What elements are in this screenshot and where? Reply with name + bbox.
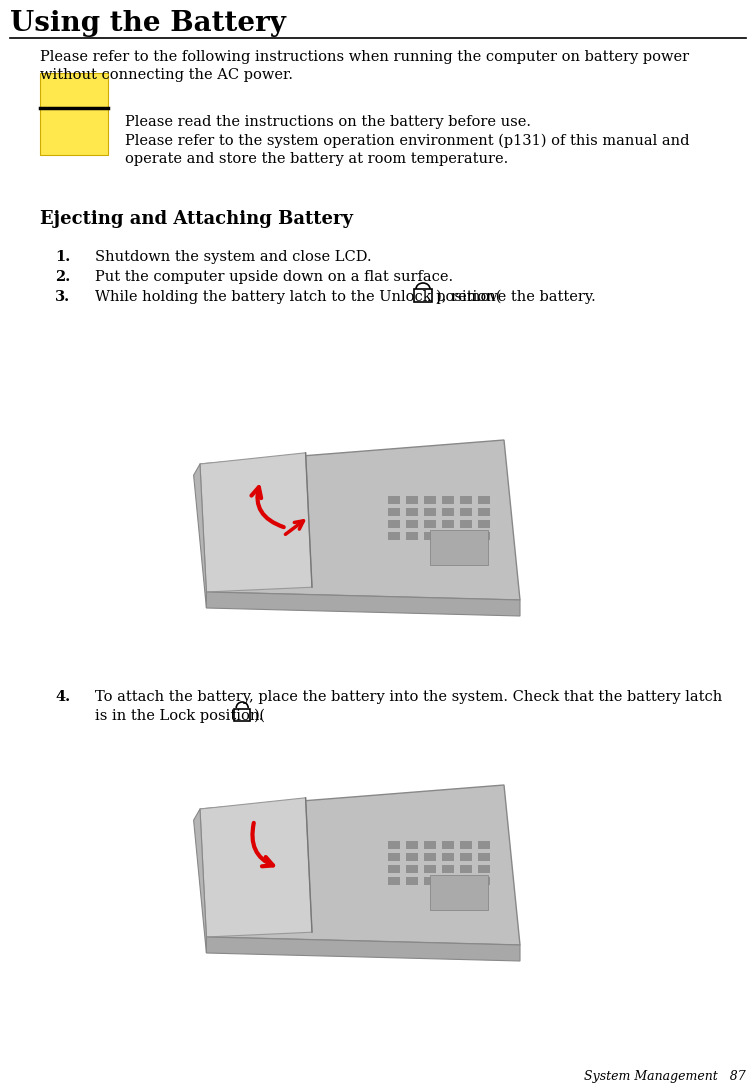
FancyBboxPatch shape [388, 508, 400, 516]
FancyBboxPatch shape [388, 520, 400, 528]
FancyBboxPatch shape [442, 877, 454, 885]
FancyBboxPatch shape [406, 853, 418, 861]
FancyBboxPatch shape [430, 874, 488, 910]
Text: System Management   87: System Management 87 [584, 1070, 746, 1083]
Text: 4.: 4. [55, 690, 70, 704]
FancyBboxPatch shape [460, 877, 472, 885]
FancyBboxPatch shape [424, 496, 436, 504]
Text: is in the Lock position(: is in the Lock position( [95, 708, 265, 724]
FancyBboxPatch shape [406, 532, 418, 540]
Text: Using the Battery: Using the Battery [10, 10, 286, 37]
FancyBboxPatch shape [424, 865, 436, 873]
FancyBboxPatch shape [478, 865, 490, 873]
FancyBboxPatch shape [406, 865, 418, 873]
FancyBboxPatch shape [478, 520, 490, 528]
FancyBboxPatch shape [442, 520, 454, 528]
FancyBboxPatch shape [460, 496, 472, 504]
Text: While holding the battery latch to the Unlock position(: While holding the battery latch to the U… [95, 290, 501, 304]
FancyBboxPatch shape [406, 520, 418, 528]
FancyBboxPatch shape [478, 508, 490, 516]
Text: 1.: 1. [55, 250, 70, 264]
Polygon shape [200, 452, 312, 592]
FancyBboxPatch shape [424, 877, 436, 885]
Polygon shape [194, 464, 206, 608]
Text: Please refer to the following instructions when running the computer on battery : Please refer to the following instructio… [40, 50, 689, 64]
FancyBboxPatch shape [442, 496, 454, 504]
Text: operate and store the battery at room temperature.: operate and store the battery at room te… [125, 152, 508, 166]
FancyBboxPatch shape [442, 508, 454, 516]
FancyBboxPatch shape [424, 508, 436, 516]
FancyBboxPatch shape [406, 877, 418, 885]
Text: Put the computer upside down on a flat surface.: Put the computer upside down on a flat s… [95, 270, 453, 284]
Polygon shape [194, 809, 206, 953]
FancyBboxPatch shape [388, 532, 400, 540]
Text: ), remove the battery.: ), remove the battery. [436, 290, 596, 304]
FancyBboxPatch shape [388, 877, 400, 885]
Polygon shape [200, 440, 520, 600]
FancyBboxPatch shape [424, 853, 436, 861]
FancyBboxPatch shape [40, 73, 108, 155]
Polygon shape [206, 937, 520, 961]
FancyBboxPatch shape [388, 841, 400, 849]
FancyBboxPatch shape [406, 496, 418, 504]
FancyBboxPatch shape [442, 865, 454, 873]
FancyBboxPatch shape [442, 841, 454, 849]
FancyBboxPatch shape [460, 853, 472, 861]
Text: 3.: 3. [55, 290, 70, 304]
FancyBboxPatch shape [388, 496, 400, 504]
Text: without connecting the AC power.: without connecting the AC power. [40, 68, 293, 82]
Text: To attach the battery, place the battery into the system. Check that the battery: To attach the battery, place the battery… [95, 690, 722, 704]
FancyBboxPatch shape [406, 841, 418, 849]
Polygon shape [200, 785, 520, 945]
Text: Please refer to the system operation environment (p131) of this manual and: Please refer to the system operation env… [125, 134, 689, 148]
FancyBboxPatch shape [388, 865, 400, 873]
Polygon shape [206, 592, 520, 616]
FancyBboxPatch shape [478, 853, 490, 861]
FancyBboxPatch shape [478, 496, 490, 504]
FancyBboxPatch shape [430, 530, 488, 565]
FancyBboxPatch shape [460, 508, 472, 516]
FancyBboxPatch shape [388, 853, 400, 861]
FancyBboxPatch shape [478, 841, 490, 849]
FancyBboxPatch shape [442, 532, 454, 540]
FancyBboxPatch shape [406, 508, 418, 516]
FancyBboxPatch shape [424, 841, 436, 849]
FancyBboxPatch shape [460, 520, 472, 528]
FancyBboxPatch shape [478, 877, 490, 885]
Text: Please read the instructions on the battery before use.: Please read the instructions on the batt… [125, 116, 531, 129]
FancyBboxPatch shape [424, 520, 436, 528]
Text: ).: ). [254, 708, 265, 723]
Text: Ejecting and Attaching Battery: Ejecting and Attaching Battery [40, 210, 353, 228]
Text: 2.: 2. [55, 270, 70, 284]
FancyBboxPatch shape [478, 532, 490, 540]
Text: Shutdown the system and close LCD.: Shutdown the system and close LCD. [95, 250, 372, 264]
FancyBboxPatch shape [424, 532, 436, 540]
FancyBboxPatch shape [442, 853, 454, 861]
FancyBboxPatch shape [460, 841, 472, 849]
FancyBboxPatch shape [460, 532, 472, 540]
FancyBboxPatch shape [460, 865, 472, 873]
Polygon shape [200, 798, 312, 937]
